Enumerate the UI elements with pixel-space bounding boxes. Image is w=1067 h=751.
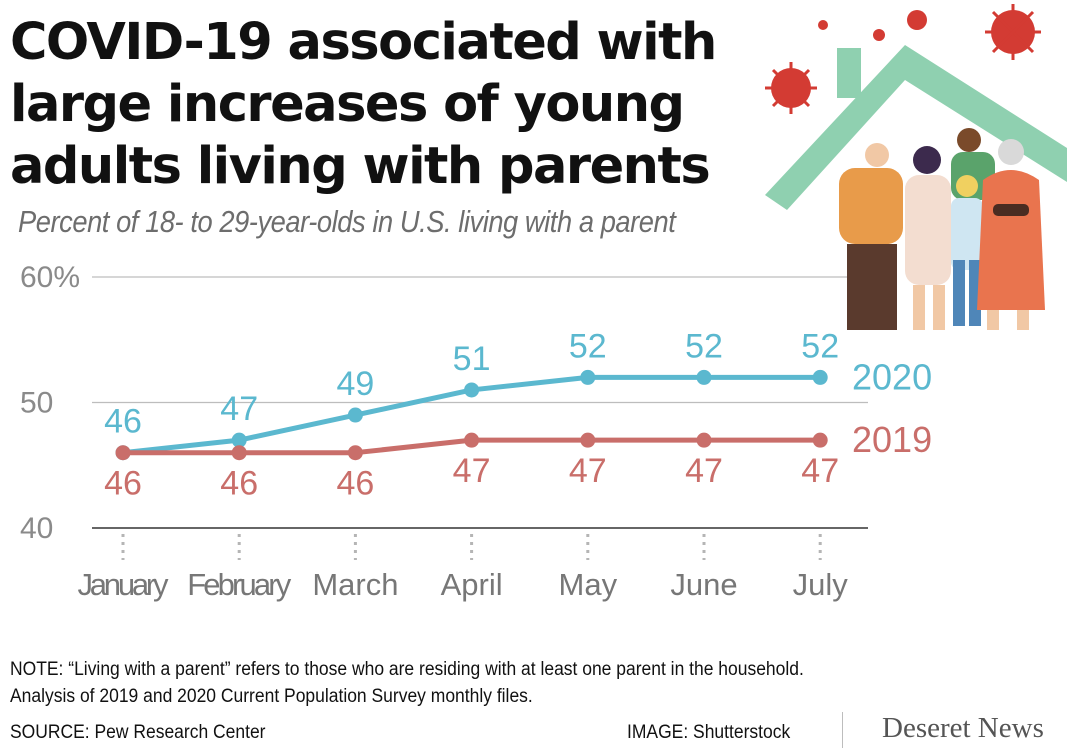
- data-label-2019: 47: [801, 452, 839, 490]
- data-point-2019: [231, 445, 247, 461]
- data-point-2019: [812, 432, 828, 448]
- series-label-2019: 2019: [852, 419, 932, 460]
- data-label-2020: 52: [801, 327, 839, 365]
- data-label-2019: 47: [453, 452, 491, 490]
- family-house-illustration: [765, 4, 1067, 330]
- data-point-2019: [464, 432, 480, 448]
- chart-title: COVID-19 associated with large increases…: [10, 13, 717, 196]
- data-label-2020: 52: [569, 327, 607, 365]
- data-point-2020: [812, 369, 828, 385]
- data-label-2019: 47: [685, 452, 723, 490]
- data-point-2020: [347, 407, 363, 423]
- footer-divider: [842, 712, 843, 748]
- source-credit: SOURCE: Pew Research Center: [10, 722, 266, 743]
- data-label-2019: 47: [569, 452, 607, 490]
- brand-logo[interactable]: Deseret News: [882, 712, 1044, 744]
- image-credit: IMAGE: Shutterstock: [627, 722, 791, 743]
- y-tick-label: 60%: [20, 261, 80, 294]
- data-point-2020: [231, 432, 247, 448]
- x-tick-label: July: [793, 567, 849, 602]
- y-tick-label: 50: [20, 387, 53, 420]
- series-label-2020: 2020: [852, 356, 932, 397]
- footnote-line-1: NOTE: “Living with a parent” refers to t…: [10, 659, 804, 680]
- x-tick-label: March: [312, 567, 398, 602]
- line-chart: 40 50 60% January February March April May June J…: [20, 261, 932, 602]
- footnote: NOTE: “Living with a parent” refers to t…: [10, 656, 804, 710]
- data-point-2019: [115, 445, 131, 461]
- data-label-2019: 46: [104, 465, 142, 503]
- x-tick-label: May: [559, 567, 618, 602]
- x-tick-label: June: [670, 567, 737, 602]
- data-label-2019: 46: [220, 465, 258, 503]
- data-label-2020: 46: [104, 403, 142, 441]
- data-label-2019: 46: [336, 465, 374, 503]
- data-label-2020: 49: [336, 365, 374, 403]
- data-label-2020: 52: [685, 327, 723, 365]
- data-point-2019: [696, 432, 712, 448]
- data-label-2020: 47: [220, 390, 258, 428]
- data-point-2019: [580, 432, 596, 448]
- data-point-2020: [696, 369, 712, 385]
- data-point-2020: [580, 369, 596, 385]
- footnote-line-2: Analysis of 2019 and 2020 Current Popula…: [10, 686, 533, 707]
- chart-subtitle: Percent of 18- to 29-year-olds in U.S. l…: [18, 204, 676, 239]
- data-point-2019: [347, 445, 363, 461]
- x-tick-label: February: [187, 567, 292, 602]
- x-tick-label: January: [78, 567, 170, 602]
- x-tick-label: April: [441, 567, 503, 602]
- y-tick-label: 40: [20, 512, 53, 545]
- data-point-2020: [464, 382, 480, 398]
- data-label-2020: 51: [453, 340, 491, 378]
